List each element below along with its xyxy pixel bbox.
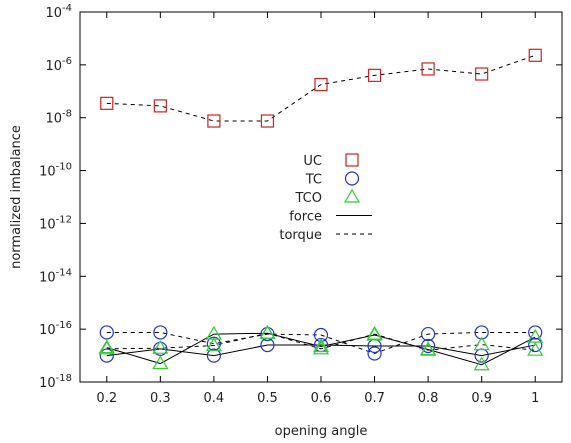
x-tick-label: 0.4 [204,391,225,406]
data-point-tc [99,325,114,340]
data-point-uc [421,62,435,76]
x-tick-label: 0.7 [364,391,385,406]
x-axis-label: opening angle [275,424,368,439]
data-point-tc [206,348,221,363]
data-point-tc [153,325,168,340]
data-point-uc [207,114,221,128]
y-tick-label: 10-8 [45,109,72,127]
legend-label-tc: TC [305,173,322,188]
y-tick-label: 10-18 [39,373,72,391]
data-point-tco [205,337,222,352]
data-point-uc [367,68,382,82]
data-point-tco [312,338,330,353]
data-point-tc [367,346,382,361]
data-point-tco [98,339,115,354]
series-line-tc-dashed [106,331,536,355]
series-line-tco-solid [106,332,536,366]
data-point-tco [473,336,490,351]
data-point-tc [528,325,543,340]
data-point-tc [99,348,114,363]
data-point-tco [259,325,276,339]
data-point-tco [420,341,437,356]
data-point-tco [152,340,169,354]
y-tick-label: 10-10 [39,162,72,180]
data-point-uc [528,48,542,62]
data-point-uc [153,99,167,113]
data-point-uc [314,77,328,92]
legend-label-tco: TCO [295,191,323,206]
series-line-uc-dashed [106,54,536,122]
x-tick-label: 0.5 [257,391,278,406]
x-tick-label: 0.6 [311,391,332,406]
x-tick-label: 1 [531,391,539,406]
legend-label-torque: torque [279,228,322,243]
legend-marker-tco [343,188,361,203]
data-point-uc [475,67,489,81]
x-tick-label: 0.8 [418,391,439,406]
data-point-tco [98,340,115,355]
y-tick-label: 10-4 [45,3,72,21]
series-lines [106,54,536,366]
data-point-uc [260,114,275,128]
y-tick-label: 10-14 [39,267,72,285]
y-axis: 10-18 10-16 10-14 10-12 10-10 10-8 10-6 10-4 [39,3,562,391]
legend-marker-tc [344,171,360,186]
y-tick-label: 10-16 [39,320,72,338]
y-axis-label: normalized imbalance [9,125,24,269]
data-point-tco [152,355,169,370]
data-point-uc [100,96,114,110]
data-point-tco [473,356,490,371]
legend: UC TC TCO force torque [279,153,372,243]
x-tick-label: 0.9 [471,391,492,406]
x-tick-label: 0.3 [150,391,171,406]
data-point-tc [421,326,436,342]
data-point-tco [366,325,383,340]
y-tick-label: 10-6 [45,56,72,74]
series-markers [98,48,544,371]
legend-label-force: force [289,210,322,225]
data-point-tco [527,341,544,356]
x-axis: 0.2 0.3 0.4 0.5 0.6 0.7 0.8 0.9 1 [96,12,539,406]
series-line-tco-dashed [106,332,536,351]
data-point-tc [421,338,436,354]
data-point-tco [312,340,330,355]
series-line-tc-solid [106,344,536,357]
legend-label-uc: UC [303,154,322,169]
data-point-tc [260,326,275,342]
x-tick-label: 0.2 [96,391,117,406]
y-tick-label: 10-12 [39,214,72,232]
legend-marker-uc [345,153,359,167]
data-point-tc [474,325,489,340]
